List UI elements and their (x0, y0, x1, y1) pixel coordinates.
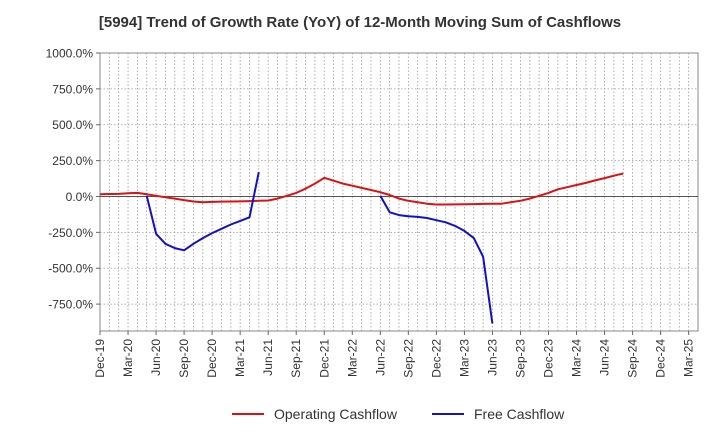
legend-item-free-cashflow: Free Cashflow (432, 404, 564, 424)
series-line-free-cashflow (145, 171, 260, 252)
x-tick-label: Sep-24 (626, 339, 640, 378)
x-tick-label: Dec-20 (205, 339, 219, 378)
x-tick-label: Jun-21 (261, 339, 275, 376)
y-tick-label: 750.0% (52, 82, 93, 96)
x-tick-label: Sep-23 (513, 339, 527, 378)
x-tick-label: Mar-20 (121, 339, 135, 377)
y-tick-label: 0.0% (66, 190, 94, 204)
x-tick-label: Dec-21 (317, 339, 331, 378)
axis-layer (96, 52, 698, 335)
legend-swatch-operating (232, 413, 264, 415)
x-tick-label: Jun-22 (373, 339, 387, 376)
legend-label-free: Free Cashflow (474, 406, 565, 422)
y-tick-label: 500.0% (52, 118, 93, 132)
x-tick-label: Mar-21 (233, 339, 247, 377)
legend-swatch-free (432, 413, 464, 415)
y-tick-label: 1000.0% (46, 47, 94, 61)
x-tick-label: Sep-22 (401, 339, 415, 378)
x-tick-label: Jun-20 (149, 339, 163, 376)
x-tick-label: Mar-24 (570, 339, 584, 377)
legend-item-operating-cashflow: Operating Cashflow (232, 404, 397, 424)
y-tick-label: -750.0% (48, 298, 93, 312)
x-tick-label: Jun-23 (485, 339, 499, 376)
legend-label-operating: Operating Cashflow (274, 406, 397, 422)
plot-frame (99, 52, 699, 332)
x-tick-label: Dec-22 (429, 339, 443, 378)
y-tick-label: -500.0% (48, 262, 93, 276)
y-tick-label: 250.0% (52, 154, 93, 168)
series-line-operating-cashflow (99, 172, 624, 206)
series-layer (99, 171, 624, 324)
x-tick-label: Sep-21 (289, 339, 303, 378)
x-tick-label: Sep-20 (177, 339, 191, 378)
x-tick-label: Mar-23 (457, 339, 471, 377)
x-tick-label: Jun-24 (598, 339, 612, 376)
grid-layer (99, 52, 699, 332)
series-line-free-cashflow-segment-2 (379, 195, 494, 324)
x-tick-label: Mar-22 (345, 339, 359, 377)
x-tick-label: Dec-24 (654, 339, 668, 378)
chart-title: [5994] Trend of Growth Rate (YoY) of 12-… (98, 14, 622, 31)
y-tick-label: -250.0% (48, 226, 93, 240)
tick-label-layer: 1000.0% 750.0% 500.0% 250.0% 0.0% -250.0% -500… (46, 47, 696, 378)
x-tick-label: Mar-25 (682, 339, 696, 377)
x-tick-label: Dec-19 (93, 339, 107, 378)
x-tick-label: Dec-23 (542, 339, 556, 378)
